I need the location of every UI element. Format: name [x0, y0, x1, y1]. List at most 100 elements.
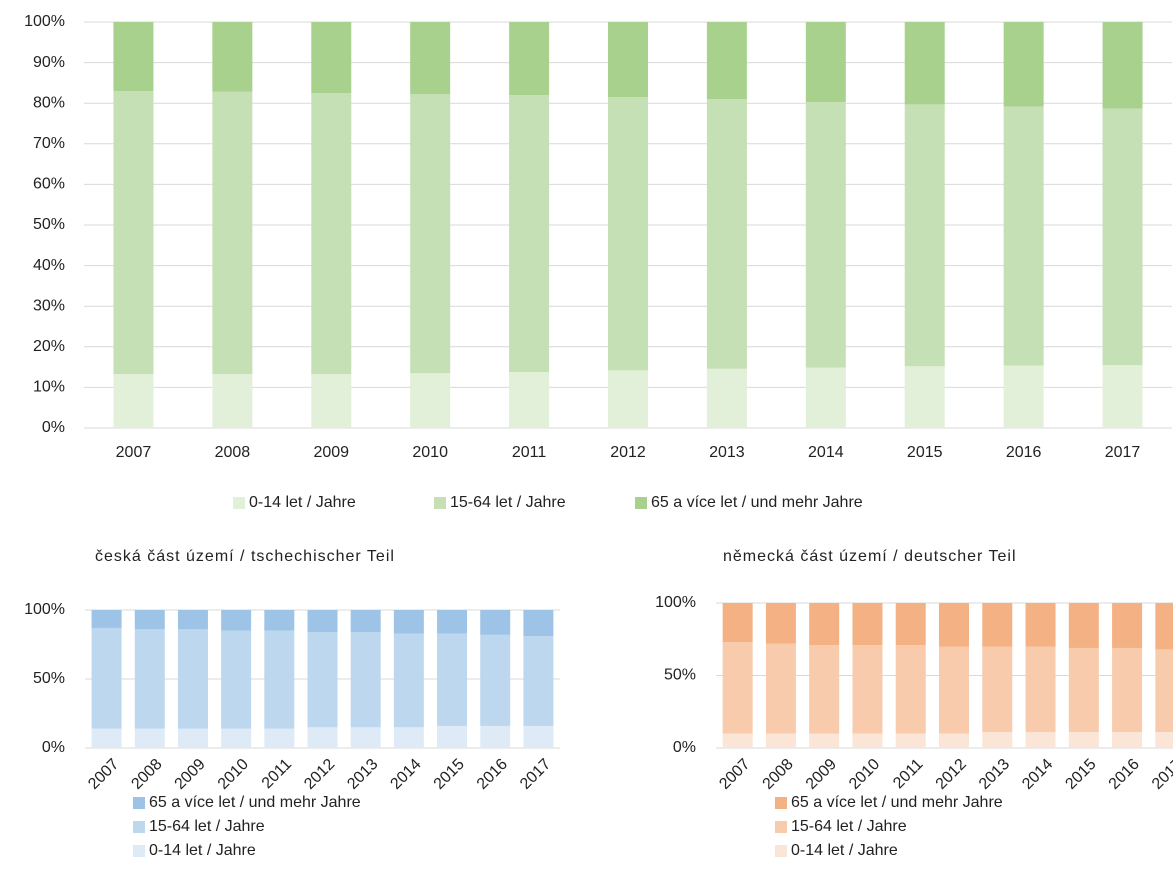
bar-segment [410, 22, 451, 95]
x-tick-label: 2011 [512, 444, 547, 461]
bar-segment [706, 22, 747, 100]
x-tick-label: 2009 [313, 444, 349, 461]
bar-segment [1068, 603, 1099, 648]
y-tick-label: 0% [673, 739, 696, 756]
bar-segment [221, 610, 252, 631]
bar-segment [134, 728, 165, 748]
bar-segment [1025, 603, 1056, 647]
chart-title: německá část území / deutscher Teil [723, 548, 1017, 565]
bar-segment [437, 610, 468, 634]
bar-segment [722, 603, 753, 643]
bar-segment [809, 733, 840, 748]
bar-segment [264, 610, 295, 631]
bar-segment [706, 368, 747, 428]
bar-segment [1068, 647, 1099, 733]
bar-segment [410, 94, 451, 374]
bar-segment [221, 630, 252, 729]
bar-segment [765, 643, 796, 734]
x-tick-label: 2017 [1105, 444, 1141, 461]
x-tick-label: 2013 [709, 444, 745, 461]
bar-segment [437, 633, 468, 726]
bar-segment [350, 727, 381, 748]
legend-swatch [133, 821, 145, 833]
x-tick-label: 2009 [803, 756, 840, 793]
bar-segment [350, 610, 381, 633]
bar-segment [177, 728, 208, 748]
legend-swatch [775, 821, 787, 833]
bar-segment [1025, 732, 1056, 748]
x-tick-label: 2017 [1149, 756, 1173, 793]
legend-swatch [434, 497, 446, 509]
y-tick-label: 70% [33, 135, 65, 152]
x-tick-label: 2015 [431, 756, 468, 793]
y-tick-label: 50% [664, 667, 696, 684]
legend-label: 65 a více let / und mehr Jahre [149, 794, 361, 811]
x-tick-label: 2014 [387, 756, 424, 793]
y-tick-label: 100% [655, 594, 696, 611]
bar-segment [805, 367, 846, 428]
x-tick-label: 2014 [1019, 756, 1056, 793]
bar-segment [982, 646, 1013, 733]
bar-segment [177, 629, 208, 729]
legend-label: 65 a více let / und mehr Jahre [791, 794, 1003, 811]
y-tick-label: 60% [33, 176, 65, 193]
y-tick-label: 40% [33, 257, 65, 274]
legend-swatch [775, 797, 787, 809]
legend-label: 15-64 let / Jahre [791, 818, 907, 835]
x-tick-label: 2014 [808, 444, 844, 461]
y-tick-label: 10% [33, 379, 65, 396]
bar-segment [523, 725, 554, 748]
y-tick-label: 90% [33, 54, 65, 71]
bar-segment [939, 646, 969, 734]
x-tick-label: 2013 [344, 756, 381, 793]
bar-segment [805, 22, 846, 102]
x-tick-label: 2013 [976, 756, 1013, 793]
bar-segment [852, 733, 883, 748]
bar-segment [1003, 365, 1044, 428]
bar-segment [1155, 649, 1173, 733]
legend-label: 15-64 let / Jahre [450, 494, 566, 511]
legend-label: 0-14 let / Jahre [249, 494, 356, 511]
bar-segment [264, 630, 295, 729]
legend-label: 65 a více let / und mehr Jahre [651, 494, 863, 511]
x-tick-label: 2012 [610, 444, 646, 461]
x-tick-label: 2016 [1006, 444, 1042, 461]
x-tick-label: 2010 [412, 444, 448, 461]
legend-label: 0-14 let / Jahre [791, 842, 898, 859]
x-tick-label: 2016 [474, 756, 511, 793]
bar-segment [1025, 646, 1056, 733]
bar-segment [1112, 732, 1143, 748]
bar-segment [134, 629, 165, 729]
bar-segment [91, 728, 122, 748]
bar-segment [480, 610, 511, 635]
x-tick-label: 2012 [301, 756, 338, 793]
bar-segment [1155, 603, 1173, 650]
bar-segment [410, 373, 451, 428]
bar-segment [509, 371, 550, 428]
bar-segment [765, 603, 796, 644]
x-tick-label: 2009 [172, 756, 209, 793]
bar-segment [221, 728, 252, 748]
bar-segment [177, 610, 208, 630]
bar-segment [809, 645, 840, 734]
legend-swatch [133, 797, 145, 809]
bar-segment [523, 636, 554, 726]
bar-segment [264, 728, 295, 748]
bar-segment [212, 374, 253, 428]
bar-segment [852, 603, 883, 646]
bar-segment [904, 22, 945, 105]
bar-segment [1003, 106, 1044, 366]
x-tick-label: 2007 [116, 444, 152, 461]
x-tick-label: 2008 [760, 756, 797, 793]
bar-segment [350, 632, 381, 728]
bar-segment [895, 645, 926, 734]
bar-segment [608, 97, 648, 371]
bar-segment [939, 733, 969, 748]
bar-segment [895, 603, 926, 646]
bar-segment [134, 610, 165, 630]
bar-segment [1102, 108, 1143, 366]
x-tick-label: 2007 [85, 756, 122, 793]
bar-segment [895, 733, 926, 748]
y-tick-label: 0% [42, 419, 65, 436]
x-tick-label: 2008 [215, 444, 251, 461]
